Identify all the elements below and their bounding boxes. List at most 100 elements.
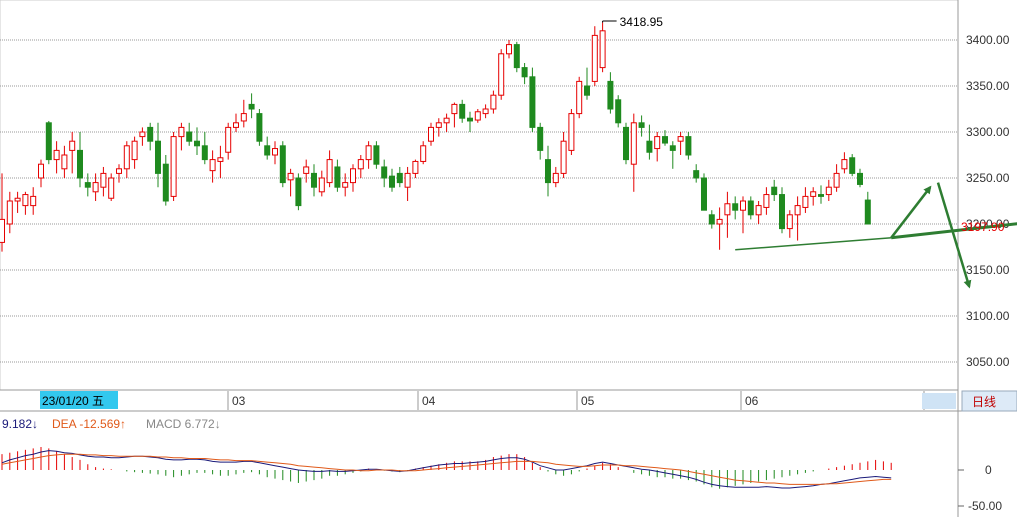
candle[interactable] (560, 132, 567, 178)
candle[interactable] (498, 49, 505, 100)
candle[interactable] (69, 132, 76, 174)
candle[interactable] (638, 115, 645, 137)
candle[interactable] (646, 124, 653, 160)
candle[interactable] (825, 179, 832, 201)
rising-trend-arrow[interactable] (891, 222, 1017, 240)
candle[interactable] (194, 127, 200, 155)
candle[interactable] (77, 132, 83, 188)
candle[interactable] (162, 155, 169, 206)
candle[interactable] (568, 109, 575, 155)
candle[interactable] (529, 67, 536, 132)
candle[interactable] (693, 164, 700, 183)
candle[interactable] (155, 122, 161, 188)
candle[interactable] (389, 168, 395, 192)
candle[interactable] (365, 141, 372, 169)
candle[interactable] (61, 145, 68, 178)
candle[interactable] (701, 173, 707, 211)
period-button-label[interactable]: 日线 (972, 395, 996, 409)
candle[interactable] (864, 191, 871, 225)
candle[interactable] (92, 173, 99, 201)
period-button[interactable] (961, 390, 1017, 412)
candle[interactable] (857, 168, 863, 188)
candle[interactable] (521, 63, 528, 85)
candle[interactable] (615, 95, 622, 128)
candle[interactable] (818, 185, 824, 204)
candle[interactable] (841, 152, 848, 174)
down-scenario-arrow[interactable] (936, 182, 972, 289)
candle[interactable] (630, 113, 637, 192)
candle[interactable] (786, 210, 793, 238)
candle[interactable] (373, 141, 380, 169)
candle[interactable] (139, 127, 146, 146)
candle[interactable] (428, 122, 434, 146)
candle[interactable] (545, 145, 551, 197)
candle[interactable] (584, 67, 590, 100)
candle[interactable] (552, 166, 559, 188)
candle[interactable] (755, 201, 762, 224)
candle[interactable] (248, 93, 255, 119)
candle[interactable] (14, 191, 21, 213)
candle[interactable] (576, 76, 583, 119)
candle[interactable] (342, 173, 349, 197)
candle[interactable] (396, 166, 403, 188)
candle[interactable] (474, 109, 481, 123)
candle[interactable] (326, 150, 333, 188)
candle[interactable] (178, 122, 185, 151)
candle[interactable] (147, 122, 154, 151)
candle[interactable] (201, 132, 208, 165)
candle[interactable] (100, 166, 107, 197)
candle[interactable] (732, 196, 739, 220)
candle[interactable] (708, 210, 715, 229)
candle[interactable] (412, 159, 419, 178)
candles[interactable] (0, 22, 871, 252)
candle[interactable] (170, 132, 177, 201)
candle[interactable] (264, 136, 271, 160)
candle[interactable] (279, 141, 286, 188)
candle[interactable] (420, 141, 427, 165)
candle[interactable] (451, 102, 458, 128)
candle[interactable] (116, 164, 122, 183)
up-scenario-arrow[interactable] (890, 185, 932, 239)
candle[interactable] (802, 187, 809, 213)
candle[interactable] (6, 191, 13, 234)
candle[interactable] (38, 159, 44, 188)
candle[interactable] (747, 196, 754, 220)
candle[interactable] (30, 187, 37, 215)
candle[interactable] (318, 170, 325, 197)
candle[interactable] (771, 179, 778, 201)
candle[interactable] (22, 191, 29, 215)
candle[interactable] (716, 207, 723, 250)
candle[interactable] (794, 196, 801, 241)
candle[interactable] (763, 187, 770, 215)
candle[interactable] (724, 191, 731, 238)
candle[interactable] (123, 141, 130, 178)
candle[interactable] (849, 154, 856, 177)
candle[interactable] (685, 132, 692, 160)
candle[interactable] (108, 173, 115, 201)
candle[interactable] (240, 99, 247, 128)
candle[interactable] (45, 120, 52, 165)
candle[interactable] (350, 164, 356, 192)
candle[interactable] (256, 109, 263, 146)
support-trendline[interactable] (735, 237, 892, 251)
candle[interactable] (334, 159, 341, 192)
candle[interactable] (490, 90, 497, 114)
candle[interactable] (53, 141, 60, 174)
candle[interactable] (303, 159, 310, 183)
candle[interactable] (131, 136, 138, 169)
candle[interactable] (467, 111, 473, 132)
candle[interactable] (435, 118, 442, 137)
candle[interactable] (0, 173, 5, 252)
trend-annotations[interactable] (735, 182, 1017, 289)
candle[interactable] (810, 187, 817, 206)
candle[interactable] (599, 22, 606, 73)
candle[interactable] (537, 122, 544, 160)
candle[interactable] (287, 168, 294, 197)
candle[interactable] (272, 141, 278, 165)
candle[interactable] (482, 104, 489, 119)
candle[interactable] (513, 41, 520, 73)
candle[interactable] (311, 164, 317, 197)
candle[interactable] (381, 159, 388, 188)
candle[interactable] (833, 164, 840, 192)
